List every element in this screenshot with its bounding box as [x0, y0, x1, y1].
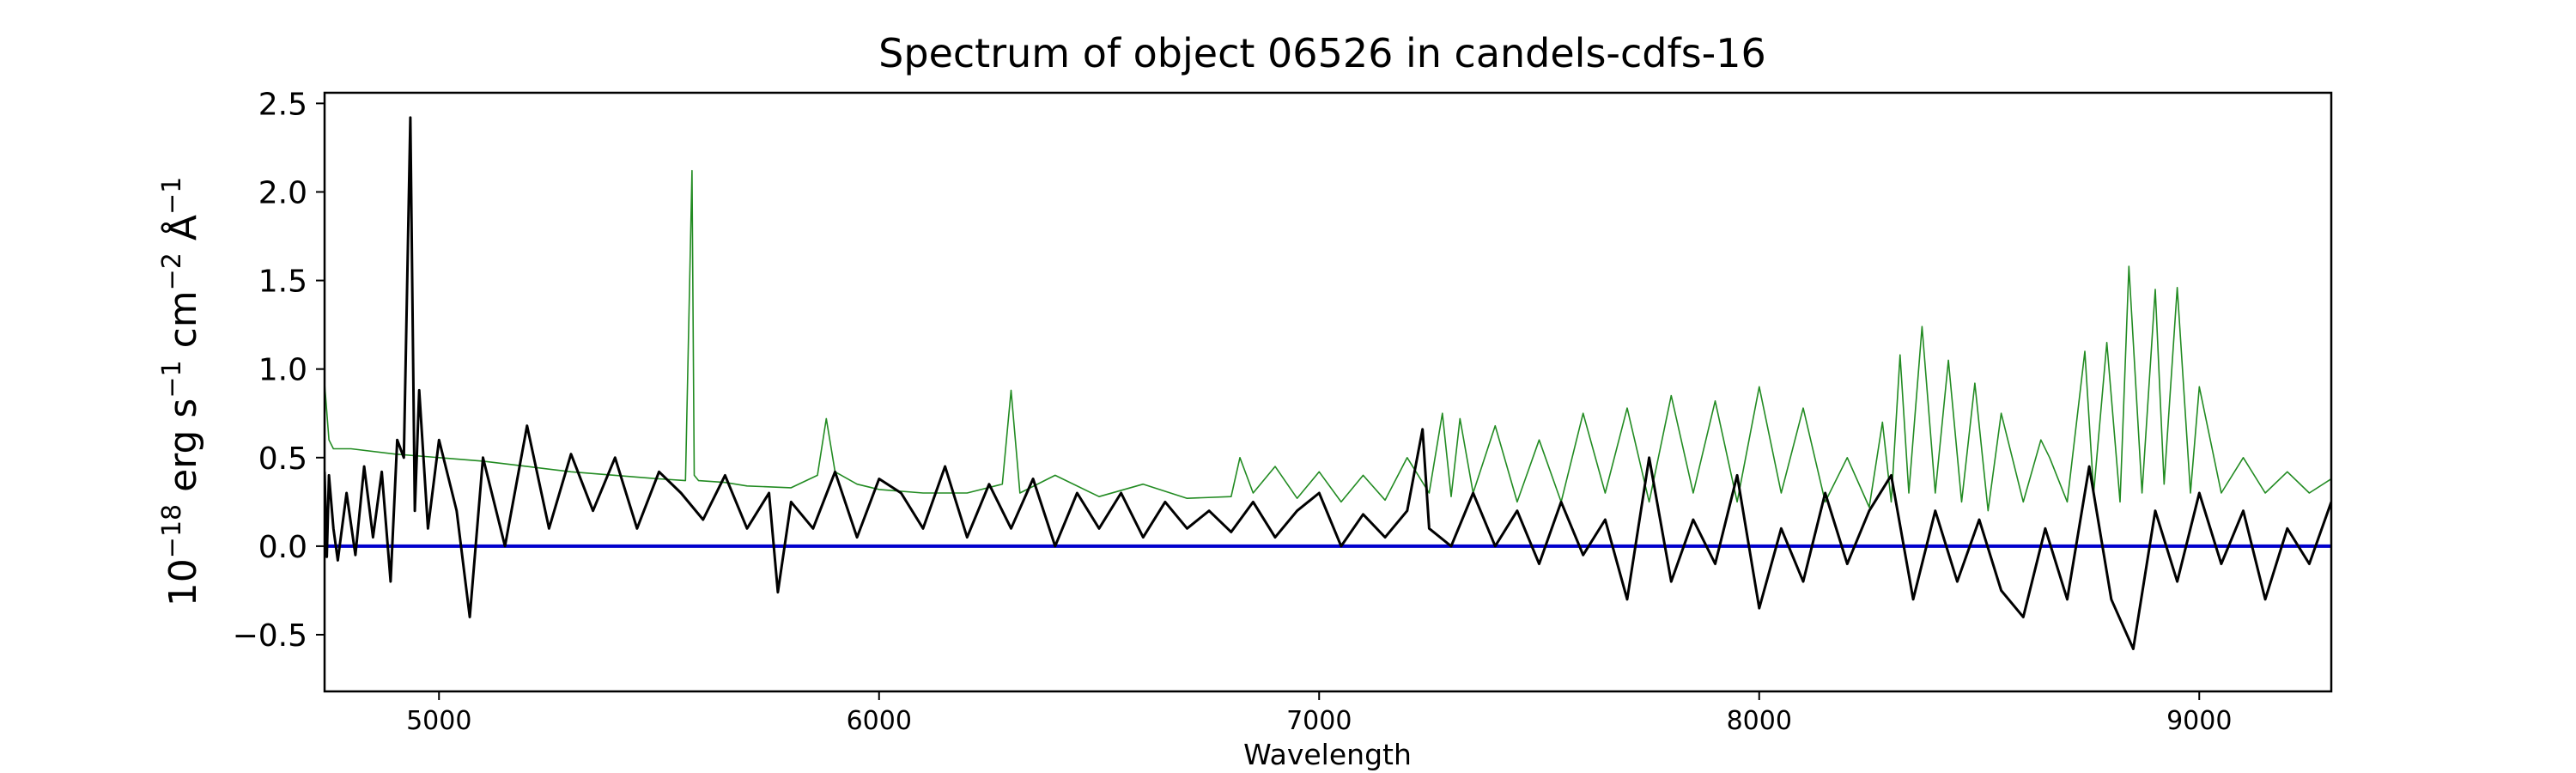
y-label-unit2: cm [161, 290, 205, 360]
y-label-base: 10 [161, 558, 205, 606]
x-tick-label: 7000 [1286, 706, 1352, 736]
y-label-exp4: −1 [157, 177, 187, 215]
flux-spectrum-layer [325, 116, 2331, 650]
x-axis: 5000 6000 7000 8000 9000 [406, 691, 2232, 736]
error-spectrum-layer [325, 169, 2331, 512]
x-tick-label: 8000 [1727, 706, 1792, 736]
y-tick-label: 2.5 [258, 87, 307, 122]
y-tick-label: −0.5 [233, 618, 307, 654]
y-tick-label: 0.0 [258, 530, 307, 565]
x-tick-label: 9000 [2166, 706, 2232, 736]
y-label-unit1: erg s [161, 399, 205, 504]
chart-title: Spectrum of object 06526 in candels-cdfs… [878, 30, 1766, 76]
error-line [325, 169, 2331, 512]
flux-line [325, 116, 2331, 650]
y-tick-label: 0.5 [258, 441, 307, 477]
y-label-exp2: −1 [157, 360, 187, 398]
y-tick-label: 2.0 [258, 175, 307, 210]
x-tick-label: 5000 [406, 706, 471, 736]
y-label-exp1: −18 [157, 504, 187, 558]
y-label-exp3: −2 [157, 253, 187, 290]
y-label-unit3: Å [160, 215, 205, 253]
y-axis-label: 10−18 erg s−1 cm−2 Å−1 [157, 177, 205, 606]
x-tick-label: 6000 [847, 706, 912, 736]
plot-area [325, 116, 2331, 650]
y-tick-label: 1.5 [258, 265, 307, 300]
y-tick-label: 1.0 [258, 353, 307, 388]
x-axis-label: Wavelength [1243, 738, 1412, 771]
y-axis: −0.5 0.0 0.5 1.0 1.5 2.0 2.5 [233, 87, 325, 654]
plot-frame [323, 91, 2333, 693]
